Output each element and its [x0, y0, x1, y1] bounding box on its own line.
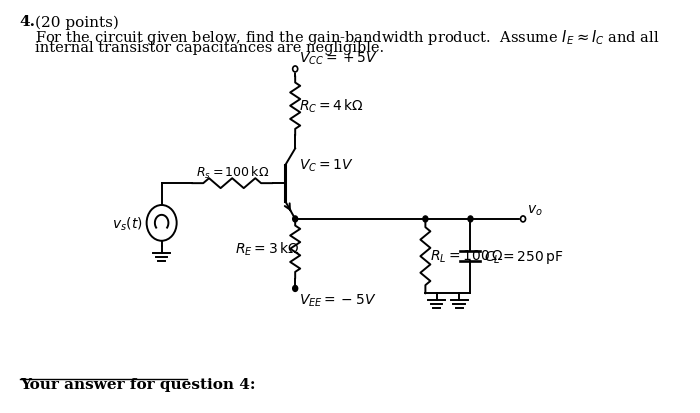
Text: Your answer for question 4:: Your answer for question 4:: [20, 377, 255, 391]
Text: internal transistor capacitances are negligible.: internal transistor capacitances are neg…: [35, 41, 384, 55]
Text: $v_s(t)$: $v_s(t)$: [112, 215, 142, 232]
Circle shape: [521, 216, 526, 222]
Text: $R_L = 100\,\Omega$: $R_L = 100\,\Omega$: [430, 248, 504, 265]
Text: $C_L = 250\,\mathrm{pF}$: $C_L = 250\,\mathrm{pF}$: [484, 248, 563, 265]
Text: $R_C = 4\,\mathrm{k}\Omega$: $R_C = 4\,\mathrm{k}\Omega$: [300, 98, 365, 115]
Circle shape: [293, 216, 297, 222]
Text: $V_{CC} = +5V$: $V_{CC} = +5V$: [298, 50, 377, 67]
Text: For the circuit given below, find the gain-bandwidth product.  Assume $I_E \appr: For the circuit given below, find the ga…: [35, 28, 659, 47]
Text: $v_o$: $v_o$: [527, 203, 543, 217]
Circle shape: [423, 216, 428, 222]
Circle shape: [468, 216, 473, 222]
Circle shape: [293, 286, 297, 292]
Text: $R_s = 100\,\mathrm{k}\Omega$: $R_s = 100\,\mathrm{k}\Omega$: [195, 165, 269, 181]
Text: 4.: 4.: [20, 15, 36, 29]
Circle shape: [293, 67, 297, 73]
Text: (20 points): (20 points): [35, 15, 118, 30]
Text: $R_E = 3\,\mathrm{k}\Omega$: $R_E = 3\,\mathrm{k}\Omega$: [235, 240, 300, 258]
Text: $V_C = 1V$: $V_C = 1V$: [300, 157, 354, 173]
Text: $V_{EE} = -5V$: $V_{EE} = -5V$: [298, 292, 376, 308]
